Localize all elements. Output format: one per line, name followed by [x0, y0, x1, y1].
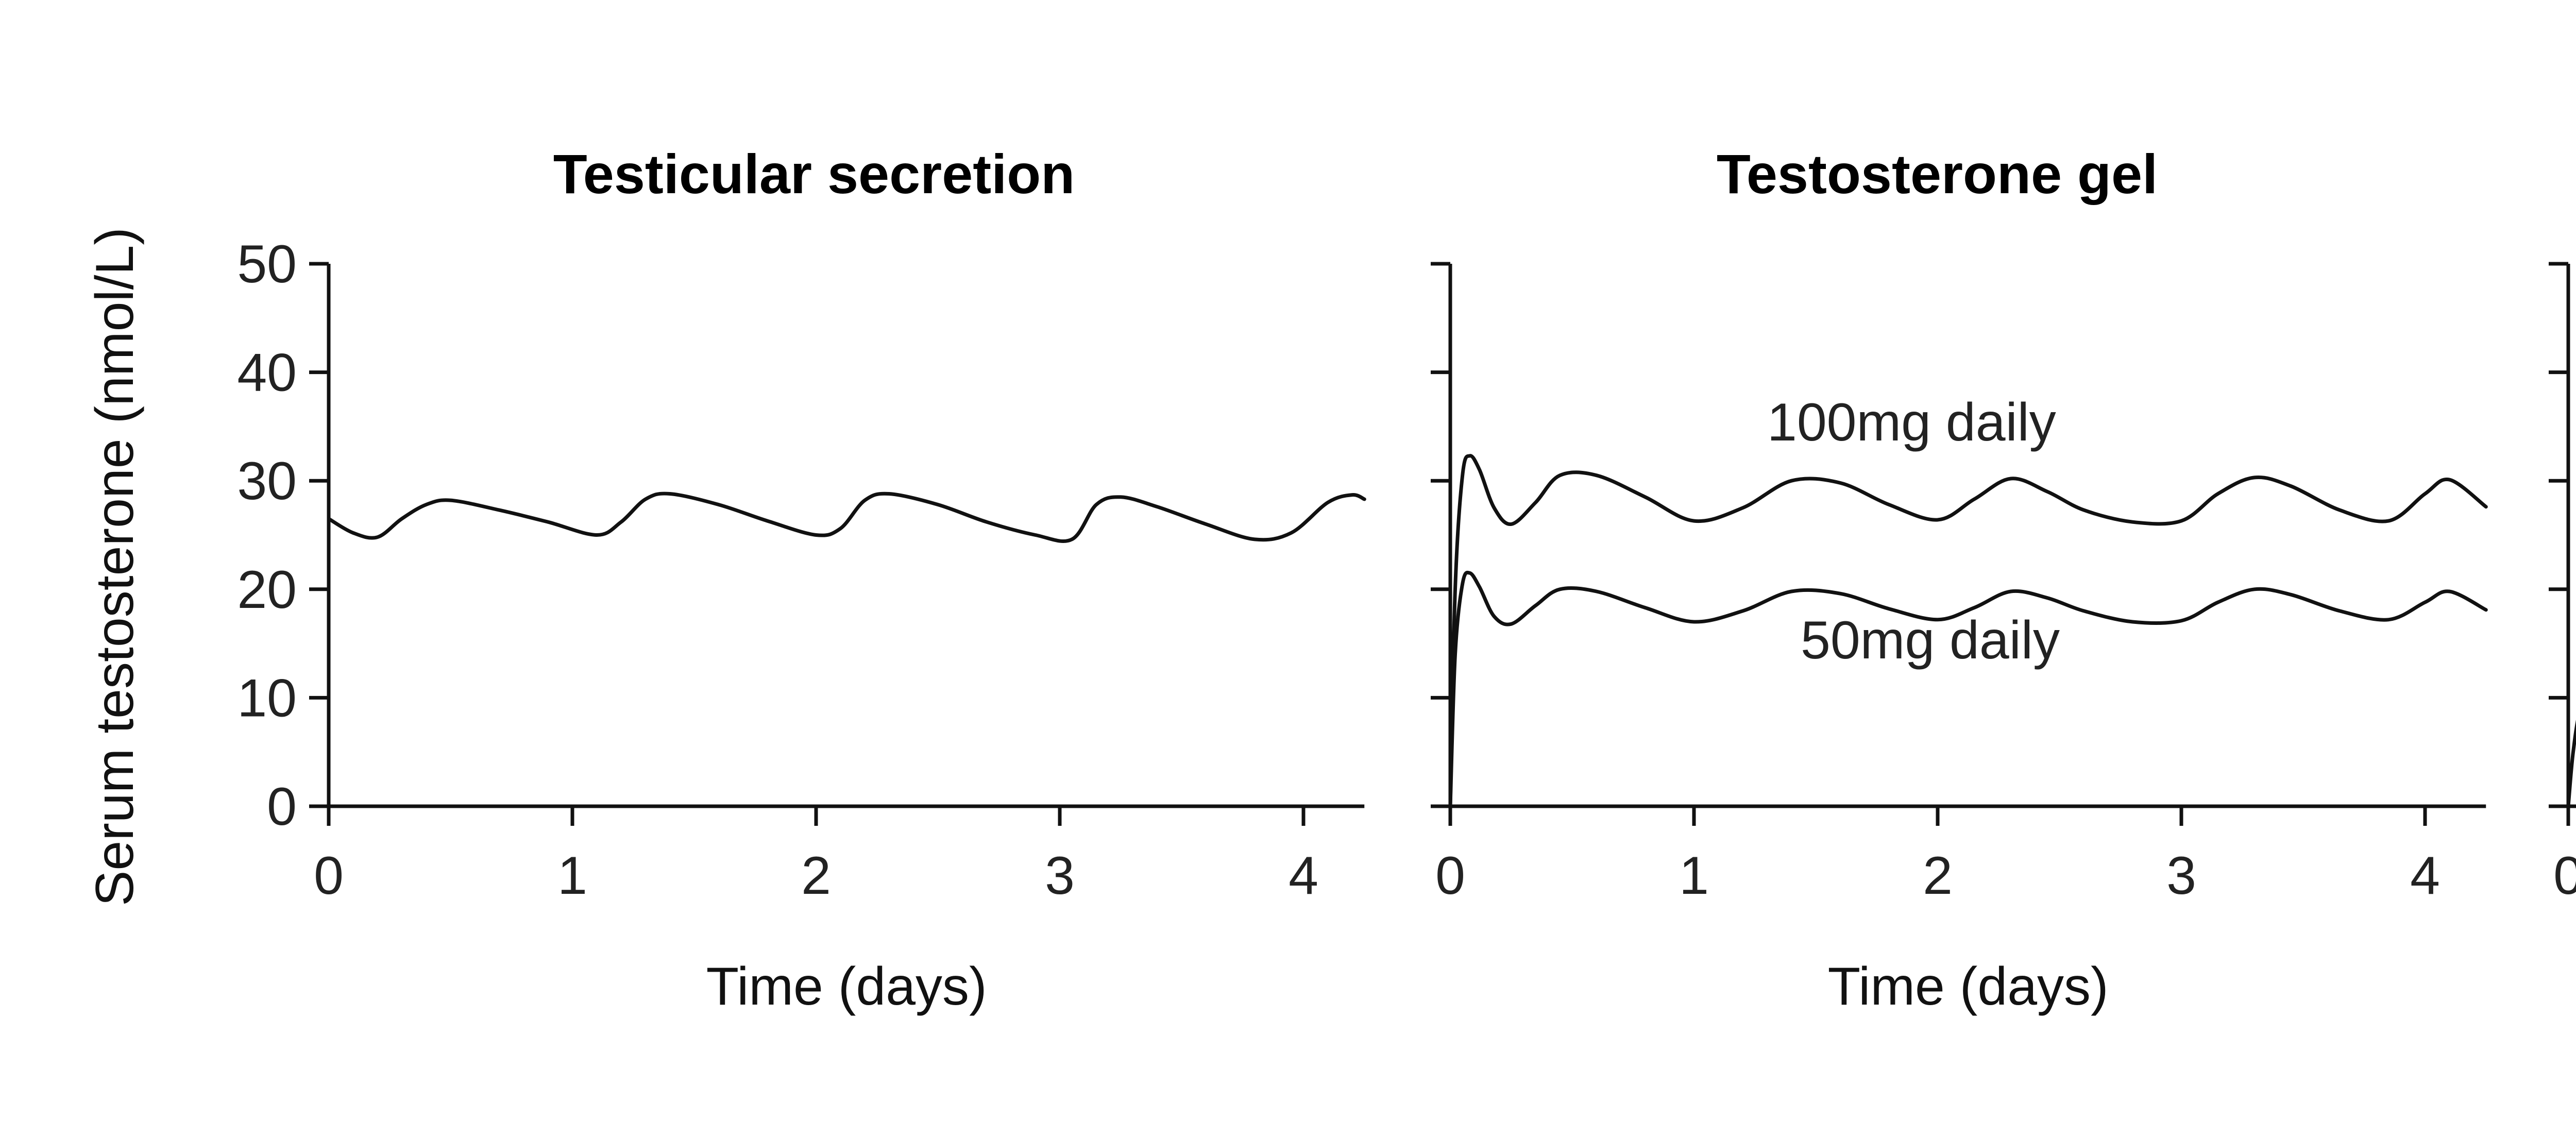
series-label: 50mg daily [1801, 610, 2060, 670]
panel-testicular-secretion: Testicular secretion 0 10 20 30 40 50 0 1 2 3 4 Time… [237, 143, 1366, 1016]
x-tick-label: 0 [314, 846, 344, 906]
panel-testosterone-gel: Testosterone gel 0 1 2 3 4 Time (days) 100mg da… [1431, 143, 2488, 1016]
x-tick-label: 4 [2410, 846, 2440, 906]
x-tick-label: 1 [1679, 846, 1709, 906]
series-line [327, 491, 1366, 543]
y-tick-label: 40 [237, 343, 297, 403]
panel-third-cropped: 0 [2549, 262, 2576, 906]
x-axis-label: Time (days) [1828, 957, 2109, 1016]
x-tick-label: 3 [2166, 846, 2196, 906]
series-line [2566, 720, 2576, 808]
y-axis-label: Serum testosterone (nmol/L) [85, 227, 145, 906]
series-label: 100mg daily [1767, 393, 2056, 452]
x-tick-label: 4 [1289, 846, 1318, 906]
x-tick-label: 2 [801, 846, 831, 906]
y-tick-label: 10 [237, 668, 297, 728]
y-tick-label: 0 [267, 777, 297, 837]
chart-title: Testosterone gel [1717, 143, 2158, 205]
x-tick-label: 0 [2553, 846, 2576, 906]
chart-title: Testicular secretion [553, 143, 1075, 205]
x-axis-label: Time (days) [706, 957, 987, 1016]
series-line-100mg-daily [1448, 454, 2488, 808]
y-tick-label: 50 [237, 234, 297, 294]
x-tick-label: 3 [1045, 846, 1075, 906]
series-line-50mg-daily [1448, 570, 2488, 808]
x-tick-label: 2 [1923, 846, 1953, 906]
x-tick-label: 0 [1435, 846, 1465, 906]
y-tick-label: 20 [237, 560, 297, 620]
x-tick-label: 1 [557, 846, 587, 906]
y-tick-label: 30 [237, 451, 297, 511]
